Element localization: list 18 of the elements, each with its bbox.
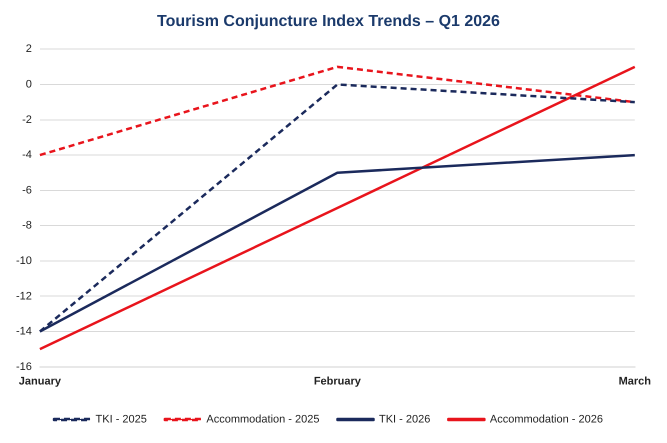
legend-label: Accommodation - 2026 xyxy=(490,414,603,426)
y-tick-label: -8 xyxy=(22,220,32,232)
y-tick-label: -12 xyxy=(16,290,32,302)
legend-label: TKI - 2025 xyxy=(96,414,147,426)
y-tick-label: -10 xyxy=(16,254,32,267)
legend-label: TKI - 2026 xyxy=(379,414,430,426)
chart-title: Tourism Conjuncture Index Trends – Q1 2026 xyxy=(157,13,500,30)
y-tick-label: -14 xyxy=(16,326,32,338)
x-tick-label: March xyxy=(618,375,652,388)
y-tick-label: 0 xyxy=(26,78,32,91)
y-tick-label: -2 xyxy=(22,114,32,126)
x-tick-label: January xyxy=(18,375,62,388)
y-tick-label: -16 xyxy=(16,360,32,373)
y-tick-label: -4 xyxy=(22,149,32,162)
legend-label: Accommodation - 2025 xyxy=(206,414,320,426)
y-tick-label: -6 xyxy=(22,184,32,196)
x-tick-label: February xyxy=(314,375,362,388)
y-tick-label: 2 xyxy=(26,43,32,56)
